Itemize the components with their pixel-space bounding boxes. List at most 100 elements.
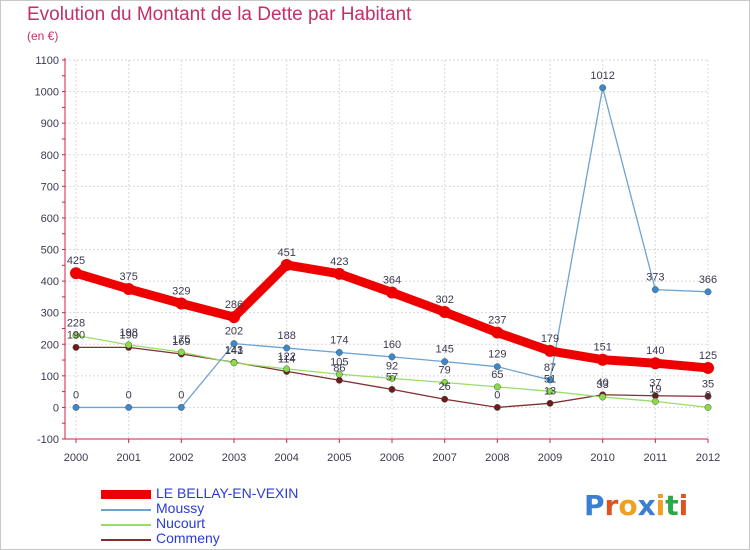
y-tick-label: 900 <box>41 118 59 130</box>
data-label: 190 <box>67 329 85 341</box>
data-label: 151 <box>593 342 611 354</box>
data-label: 141 <box>225 345 243 357</box>
data-point <box>283 365 291 373</box>
data-label: 451 <box>277 247 295 259</box>
data-label: 1012 <box>590 70 614 82</box>
data-point <box>651 286 659 294</box>
data-point <box>546 399 554 407</box>
x-tick-label: 2001 <box>116 452 140 464</box>
data-label: 425 <box>67 255 85 267</box>
y-tick-label: 600 <box>41 213 59 225</box>
data-label: 19 <box>649 383 661 395</box>
data-label: 105 <box>330 356 348 368</box>
data-label: 114 <box>278 353 296 365</box>
x-tick-label: 2012 <box>696 452 720 464</box>
data-point <box>125 341 133 349</box>
y-tick-label: -100 <box>37 434 59 446</box>
data-point <box>596 353 609 366</box>
data-label: 92 <box>386 360 398 372</box>
data-point <box>493 363 501 371</box>
data-point <box>230 359 238 367</box>
data-point <box>177 403 185 411</box>
data-label: 0 <box>494 389 500 401</box>
data-label: 65 <box>491 369 503 381</box>
data-point <box>441 395 449 403</box>
data-label: 129 <box>488 349 506 361</box>
data-label: 188 <box>277 330 295 342</box>
data-point <box>649 357 662 370</box>
data-label: 0 <box>705 389 711 401</box>
chart-title: Evolution du Montant de la Dette par Hab… <box>27 4 412 25</box>
data-label: 160 <box>383 339 401 351</box>
legend-swatch <box>101 539 151 541</box>
legend-swatch <box>101 509 151 511</box>
data-point <box>651 397 659 405</box>
data-label: 0 <box>73 389 79 401</box>
data-point <box>228 311 240 324</box>
y-tick-label: 400 <box>41 276 59 288</box>
data-label: 190 <box>119 329 137 341</box>
data-point <box>546 387 554 395</box>
data-point <box>125 403 133 411</box>
data-point <box>70 267 82 280</box>
data-point <box>491 326 504 339</box>
data-label: 122 <box>277 351 295 363</box>
data-point <box>72 403 80 411</box>
data-label: 0 <box>178 389 184 401</box>
data-point <box>704 392 712 400</box>
x-tick-label: 2009 <box>538 452 562 464</box>
legend-label: Commeny <box>156 530 220 546</box>
x-tick-label: 2000 <box>64 452 88 464</box>
data-point <box>493 403 501 411</box>
data-point <box>335 370 343 378</box>
x-tick-label: 2005 <box>327 452 351 464</box>
data-label: 302 <box>435 294 453 306</box>
data-label: 79 <box>439 364 451 376</box>
data-label: 57 <box>386 371 398 383</box>
data-label: 145 <box>435 344 453 356</box>
data-label: 0 <box>126 389 132 401</box>
x-tick-label: 2004 <box>274 452 298 464</box>
legend-label: Moussy <box>156 500 205 516</box>
data-label: 37 <box>649 378 661 390</box>
data-label: 86 <box>333 362 345 374</box>
data-label: 375 <box>119 271 137 283</box>
data-point <box>704 403 712 411</box>
data-point <box>493 383 501 391</box>
data-point <box>280 258 293 271</box>
y-tick-label: 200 <box>41 339 59 351</box>
data-point <box>441 358 449 366</box>
legend-swatch <box>101 524 151 526</box>
data-point <box>230 340 238 348</box>
data-point <box>599 393 607 401</box>
y-tick-label: 700 <box>41 181 59 193</box>
data-point <box>72 331 80 339</box>
data-label: 286 <box>225 299 243 311</box>
x-tick-label: 2008 <box>485 452 509 464</box>
data-label: 169 <box>172 336 190 348</box>
data-point <box>704 288 712 296</box>
data-point <box>335 349 343 356</box>
data-point <box>177 348 185 356</box>
data-point <box>441 379 449 386</box>
x-tick-label: 2006 <box>380 452 404 464</box>
data-label: 87 <box>544 362 556 374</box>
data-label: 140 <box>646 345 664 357</box>
data-point <box>388 353 396 361</box>
data-point <box>335 376 343 384</box>
data-label: 237 <box>488 315 506 327</box>
data-label: 179 <box>541 333 559 345</box>
y-tick-label: 100 <box>41 371 59 383</box>
legend-label: Nucourt <box>156 515 206 531</box>
y-tick-label: 300 <box>41 308 59 320</box>
data-label: 26 <box>439 381 451 393</box>
data-label: 366 <box>699 274 717 286</box>
data-label: 40 <box>597 377 609 389</box>
x-tick-label: 2003 <box>222 452 246 464</box>
data-label: 125 <box>699 350 717 362</box>
data-label: 423 <box>330 256 348 268</box>
data-label: 228 <box>67 317 85 329</box>
x-tick-label: 2007 <box>432 452 456 464</box>
